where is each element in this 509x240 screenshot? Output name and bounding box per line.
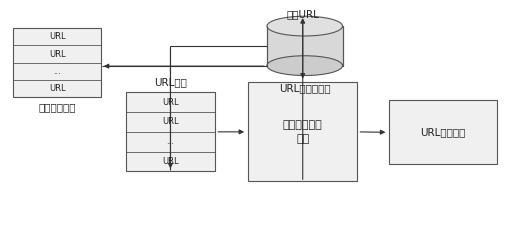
Bar: [125, 92, 215, 171]
Text: ...: ...: [53, 67, 61, 76]
Text: URL: URL: [162, 157, 179, 166]
Text: 种子URL: 种子URL: [286, 9, 319, 19]
Ellipse shape: [266, 56, 342, 76]
Text: URL提取模块: URL提取模块: [419, 127, 465, 137]
Bar: [13, 28, 101, 97]
Text: 网络数据请求
模块: 网络数据请求 模块: [282, 120, 322, 144]
Text: URL: URL: [49, 84, 65, 93]
Text: URL队列: URL队列: [154, 77, 186, 87]
Bar: [247, 82, 357, 181]
Text: URL过滤数据库: URL过滤数据库: [278, 84, 330, 93]
Text: ...: ...: [166, 137, 174, 146]
Text: URL: URL: [162, 117, 179, 126]
Ellipse shape: [266, 16, 342, 36]
Text: URL: URL: [49, 32, 65, 41]
Bar: [388, 100, 496, 164]
Bar: [266, 26, 342, 66]
Text: URL: URL: [162, 98, 179, 107]
Text: URL: URL: [49, 49, 65, 59]
Text: 网页链接队列: 网页链接队列: [38, 102, 76, 112]
